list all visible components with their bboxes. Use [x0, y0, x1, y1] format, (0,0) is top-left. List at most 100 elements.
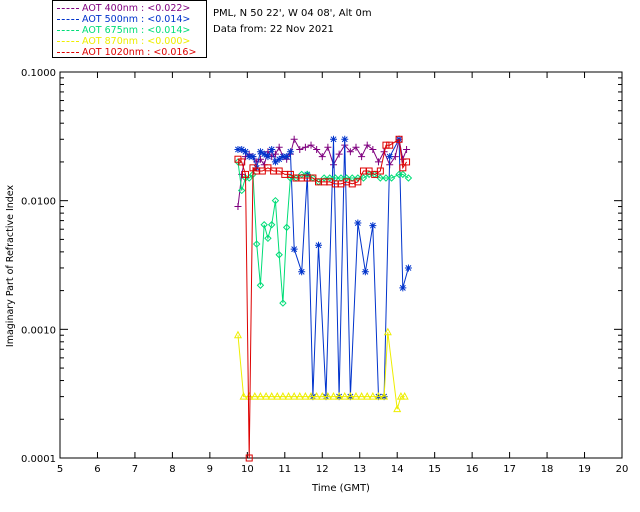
asterisk-marker — [256, 148, 264, 156]
asterisk-marker — [341, 135, 349, 143]
diamond-marker — [365, 170, 373, 179]
asterisk-marker — [271, 158, 279, 166]
triangle-marker — [368, 392, 377, 400]
y-tick-label: 0.0100 — [21, 197, 56, 208]
series-aot-1020nm — [234, 135, 411, 462]
triangle-marker — [256, 392, 265, 400]
diamond-marker — [264, 234, 272, 243]
square-marker — [403, 158, 411, 166]
plus-marker — [335, 150, 343, 158]
diamond-marker — [387, 174, 396, 182]
triangle-marker — [290, 392, 299, 400]
diamond-marker — [399, 170, 407, 179]
x-tick-label: 16 — [466, 464, 479, 475]
x-tick-label: 8 — [169, 464, 175, 475]
x-tick-label: 11 — [278, 464, 291, 475]
diamond-marker — [256, 281, 265, 289]
asterisk-marker — [260, 150, 268, 158]
triangle-marker — [273, 392, 282, 400]
asterisk-marker — [330, 135, 338, 143]
triangle-marker — [284, 392, 293, 400]
triangle-marker — [318, 392, 327, 400]
square-marker — [309, 174, 317, 182]
triangle-marker — [383, 327, 392, 336]
triangle-marker — [233, 330, 243, 339]
series-line — [237, 161, 409, 304]
diamond-marker — [279, 299, 287, 307]
diamond-marker — [282, 223, 291, 232]
asterisk-marker — [238, 145, 246, 153]
plus-marker — [256, 155, 264, 163]
x-tick-label: 6 — [94, 464, 100, 475]
square-marker — [241, 170, 249, 178]
asterisk-marker — [298, 268, 306, 276]
triangle-marker — [239, 392, 248, 400]
square-marker — [286, 170, 294, 178]
legend: AOT 400nm : <0.022> AOT 500nm : <0.014> AO… — [52, 0, 207, 58]
x-tick-label: 14 — [391, 464, 404, 475]
plus-marker — [275, 143, 283, 151]
square-marker — [395, 135, 403, 143]
plus-marker — [324, 143, 332, 151]
triangle-marker — [329, 392, 338, 400]
asterisk-marker — [369, 222, 377, 230]
asterisk-marker — [283, 153, 291, 161]
triangle-marker — [250, 392, 259, 400]
square-marker — [238, 158, 246, 166]
plot-frame — [59, 71, 623, 459]
legend-label: AOT 1020nm : <0.016> — [82, 47, 197, 58]
x-tick-label: 18 — [541, 464, 554, 475]
triangle-marker — [306, 392, 316, 400]
date-label: Data from: 22 Nov 2021 — [213, 24, 334, 35]
plus-marker — [369, 145, 377, 153]
legend-label: AOT 675nm : <0.014> — [82, 25, 191, 36]
square-marker — [354, 178, 362, 186]
plus-marker — [352, 143, 360, 151]
legend-label: AOT 400nm : <0.022> — [82, 3, 191, 14]
x-tick-label: 10 — [241, 464, 254, 475]
asterisk-marker — [386, 153, 394, 161]
triangle-marker — [323, 392, 332, 400]
x-tick-label: 12 — [316, 464, 329, 475]
diamond-marker — [267, 221, 276, 229]
diamond-marker — [376, 174, 385, 182]
chart-header: PML, N 50 22', W 04 08', Alt 0m Data fro… — [213, 6, 372, 38]
triangle-marker — [351, 392, 361, 400]
triangle-marker — [393, 404, 402, 413]
triangle-marker — [357, 392, 366, 400]
triangle-marker — [245, 392, 254, 400]
triangle-marker — [363, 392, 372, 400]
legend-swatch — [57, 19, 79, 20]
asterisk-marker — [241, 148, 249, 156]
legend-swatch — [57, 41, 79, 42]
triangle-marker — [380, 392, 389, 400]
plus-marker — [403, 145, 411, 153]
diamond-marker — [275, 251, 283, 259]
asterisk-marker — [264, 153, 272, 161]
y-tick-label: 0.1000 — [21, 68, 56, 79]
x-tick-label: 7 — [132, 464, 138, 475]
square-marker — [399, 164, 407, 172]
triangle-marker — [312, 392, 321, 400]
diamond-marker — [252, 240, 261, 248]
triangle-marker — [301, 392, 310, 400]
plus-marker — [313, 145, 321, 153]
diamond-marker — [359, 174, 368, 182]
plus-marker — [374, 158, 382, 166]
series-line — [238, 137, 409, 398]
diamond-marker — [297, 170, 306, 179]
asterisk-marker — [290, 245, 298, 253]
legend-swatch — [57, 8, 79, 9]
series-line — [237, 332, 405, 410]
plus-marker — [290, 135, 298, 143]
x-tick-label: 9 — [207, 464, 213, 475]
diamond-marker — [303, 170, 311, 179]
legend-entry: AOT 870nm : <0.000> — [57, 36, 190, 47]
diamond-marker — [382, 174, 390, 182]
plus-marker — [358, 153, 366, 161]
asterisk-marker — [286, 148, 294, 156]
y-tick-label: 0.0010 — [21, 325, 56, 336]
asterisk-marker — [249, 153, 257, 161]
legend-entry: AOT 675nm : <0.014> — [57, 25, 190, 36]
